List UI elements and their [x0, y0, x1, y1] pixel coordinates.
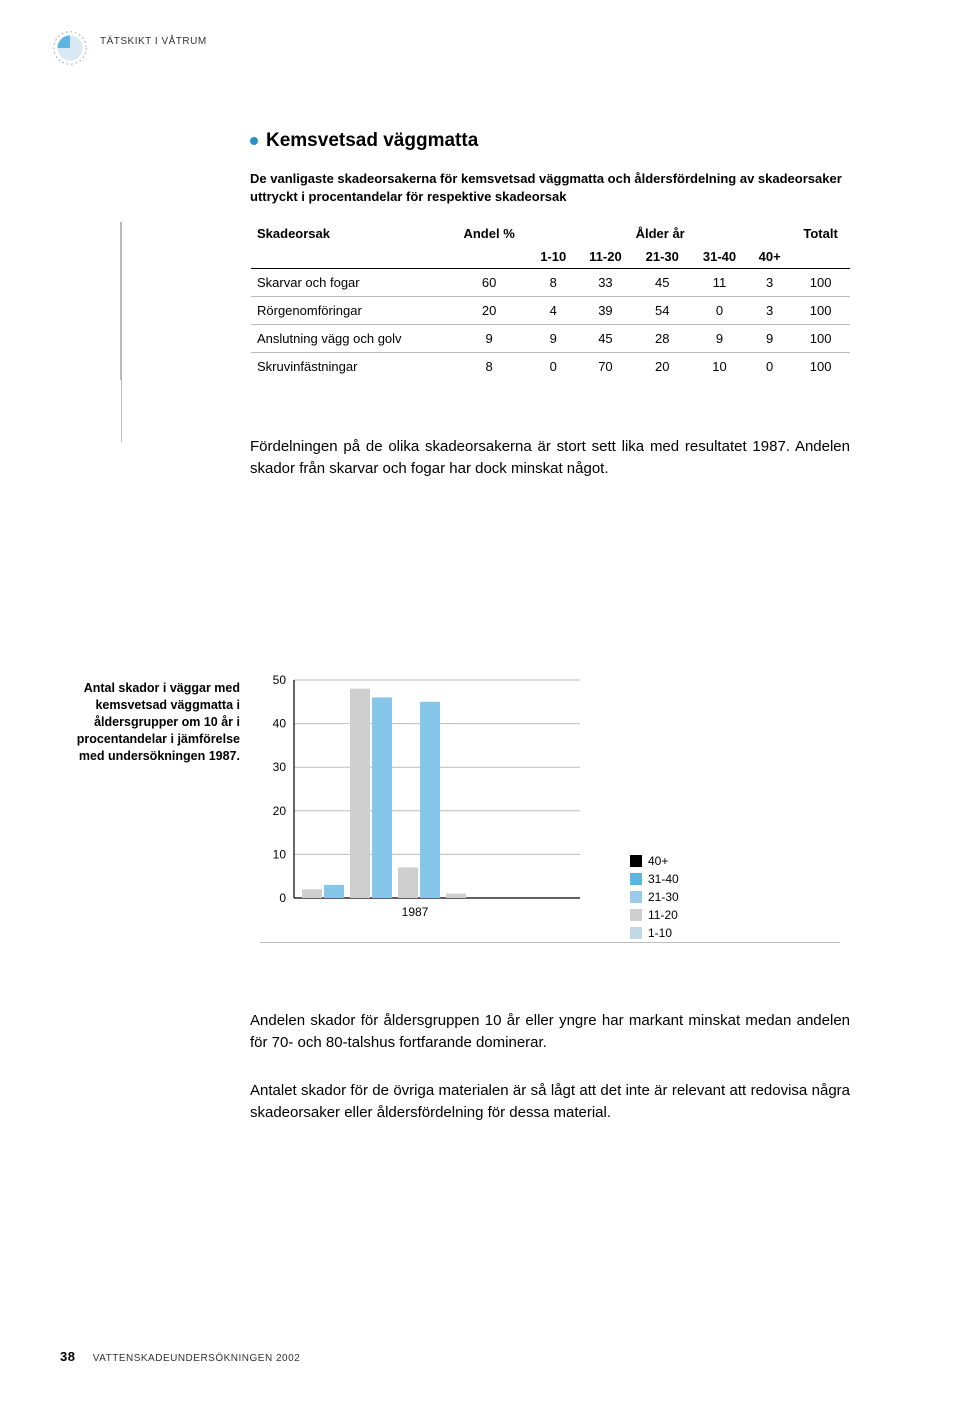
legend-swatch: [630, 909, 642, 921]
chart-divider: [260, 942, 840, 943]
cell-cause: Skarvar och fogar: [251, 269, 449, 297]
page-number: 38: [60, 1349, 75, 1364]
cell-share: 60: [449, 269, 529, 297]
cell-value: 9: [529, 325, 577, 353]
legend-item: 40+: [630, 852, 679, 870]
paragraph-1: Fördelningen på de olika skadeorsakerna …: [250, 436, 850, 480]
chart-caption: Antal skador i väggar med kemsvetsad väg…: [60, 680, 240, 764]
page-footer: 38 VATTENSKADEUNDERSÖKNINGEN 2002: [60, 1349, 300, 1364]
chart-legend: 40+31-4021-3011-201-10: [630, 852, 679, 942]
svg-text:20: 20: [273, 804, 287, 818]
cell-total: 100: [791, 269, 850, 297]
cell-value: 0: [529, 353, 577, 381]
cell-total: 100: [791, 353, 850, 381]
svg-text:50: 50: [273, 674, 287, 687]
age-bin-header: 40+: [748, 245, 791, 269]
age-distribution-chart: 0102030405019872002: [260, 674, 590, 924]
cell-share: 9: [449, 325, 529, 353]
svg-text:10: 10: [273, 847, 287, 861]
cell-value: 45: [577, 325, 633, 353]
legend-item: 11-20: [630, 906, 679, 924]
paragraph-3: Antalet skador för de övriga materialen …: [250, 1080, 850, 1124]
col-age: Ålder år: [529, 222, 791, 245]
legend-swatch: [630, 855, 642, 867]
legend-label: 1-10: [648, 924, 672, 942]
legend-swatch: [630, 927, 642, 939]
cell-cause: Anslutning vägg och golv: [251, 325, 449, 353]
cell-value: 11: [691, 269, 748, 297]
col-cause: Skadeorsak: [251, 222, 449, 245]
cell-value: 28: [634, 325, 691, 353]
legend-swatch: [630, 891, 642, 903]
svg-text:1987: 1987: [402, 905, 429, 919]
table-row: Skruvinfästningar807020100100: [251, 353, 850, 381]
legend-label: 40+: [648, 852, 668, 870]
page-header-label: TÄTSKIKT I VÅTRUM: [100, 36, 207, 47]
cell-share: 20: [449, 297, 529, 325]
col-total: Totalt: [791, 222, 850, 245]
age-bin-header: 31-40: [691, 245, 748, 269]
cell-value: 9: [748, 325, 791, 353]
footer-label: VATTENSKADEUNDERSÖKNINGEN 2002: [93, 1353, 300, 1364]
cell-cause: Skruvinfästningar: [251, 353, 449, 381]
cell-share: 8: [449, 353, 529, 381]
age-bin-header: 1-10: [529, 245, 577, 269]
cell-value: 3: [748, 269, 791, 297]
cell-value: 9: [691, 325, 748, 353]
table-row: Skarvar och fogar6083345113100: [251, 269, 850, 297]
cell-value: 10: [691, 353, 748, 381]
title-bullet-icon: [250, 137, 258, 145]
header-pie-icon: [52, 30, 88, 66]
cell-total: 100: [791, 297, 850, 325]
table-row: Anslutning vägg och golv99452899100: [251, 325, 850, 353]
cell-value: 39: [577, 297, 633, 325]
table-row: Rörgenomföringar204395403100: [251, 297, 850, 325]
paragraph-2: Andelen skador för åldersgruppen 10 år e…: [250, 1010, 850, 1054]
legend-label: 31-40: [648, 870, 679, 888]
cell-value: 33: [577, 269, 633, 297]
table-container: Skadeorsak Andel % Ålder år Totalt 1-101…: [120, 222, 850, 380]
legend-label: 21-30: [648, 888, 679, 906]
cell-value: 4: [529, 297, 577, 325]
legend-label: 11-20: [648, 906, 678, 924]
legend-item: 31-40: [630, 870, 679, 888]
svg-text:40: 40: [273, 717, 287, 731]
cell-value: 70: [577, 353, 633, 381]
legend-swatch: [630, 873, 642, 885]
cell-value: 0: [691, 297, 748, 325]
cell-value: 3: [748, 297, 791, 325]
cell-value: 8: [529, 269, 577, 297]
cell-value: 0: [748, 353, 791, 381]
section-intro: De vanligaste skadeorsakerna för kemsvet…: [250, 170, 850, 206]
section-title-text: Kemsvetsad väggmatta: [266, 130, 478, 151]
cell-value: 54: [634, 297, 691, 325]
cell-cause: Rörgenomföringar: [251, 297, 449, 325]
cell-value: 20: [634, 353, 691, 381]
svg-text:0: 0: [279, 891, 286, 905]
cell-value: 45: [634, 269, 691, 297]
age-bin-header: 11-20: [577, 245, 633, 269]
cell-total: 100: [791, 325, 850, 353]
age-bin-header: 21-30: [634, 245, 691, 269]
cause-table: Skadeorsak Andel % Ålder år Totalt 1-101…: [251, 222, 850, 380]
legend-item: 21-30: [630, 888, 679, 906]
svg-text:30: 30: [273, 760, 287, 774]
col-share: Andel %: [449, 222, 529, 245]
legend-item: 1-10: [630, 924, 679, 942]
section-title: Kemsvetsad väggmatta: [250, 130, 850, 152]
